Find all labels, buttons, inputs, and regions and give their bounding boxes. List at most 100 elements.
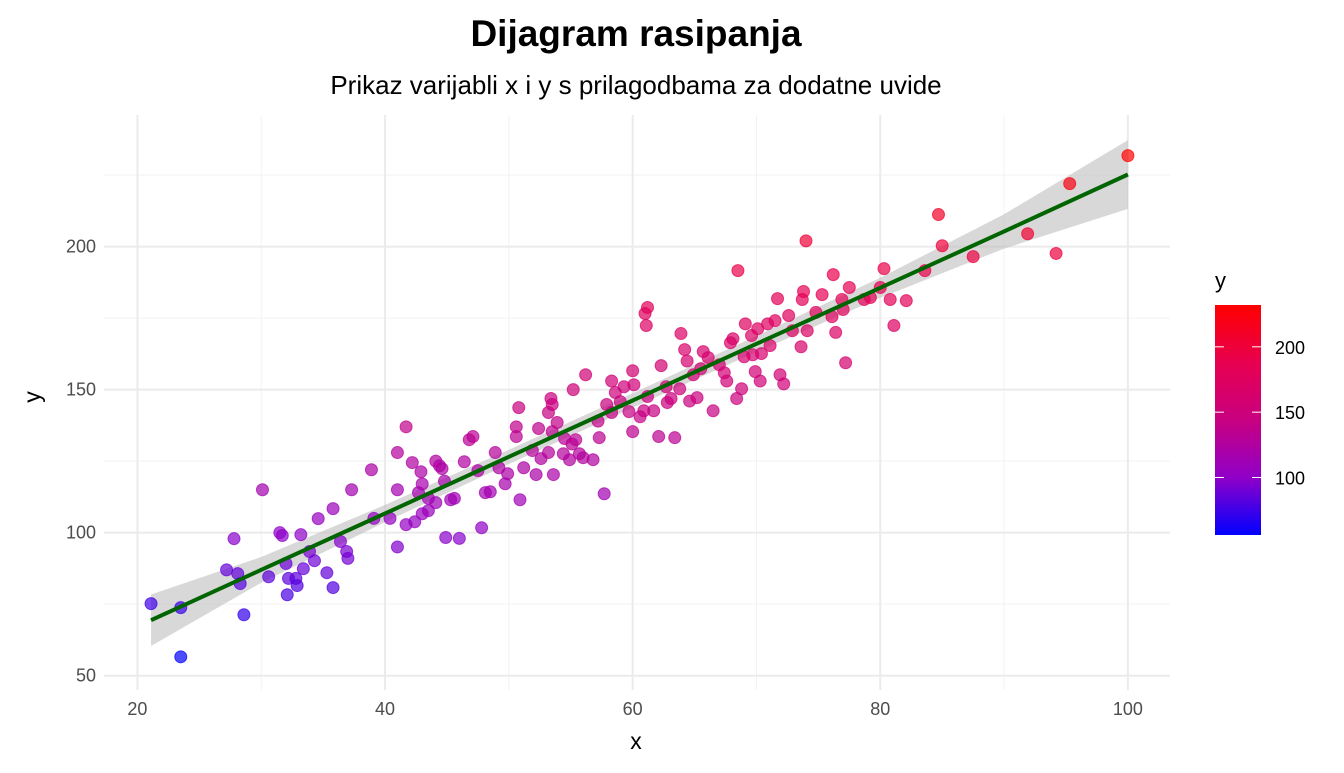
data-point xyxy=(517,461,531,475)
legend-colorbar xyxy=(1215,305,1261,535)
legend-title: y xyxy=(1215,268,1226,293)
data-point xyxy=(294,528,308,542)
data-point xyxy=(782,309,796,323)
data-point xyxy=(754,347,768,361)
x-tick-label: 20 xyxy=(127,699,147,719)
x-axis-label: x xyxy=(630,728,642,754)
y-tick-label: 100 xyxy=(66,523,96,543)
data-point xyxy=(408,515,422,529)
data-point xyxy=(626,425,640,439)
data-point xyxy=(829,325,843,339)
y-tick-label: 50 xyxy=(76,666,96,686)
data-point xyxy=(966,250,980,264)
data-point xyxy=(488,446,502,460)
data-point xyxy=(501,467,515,481)
data-point xyxy=(326,502,340,516)
data-point xyxy=(569,433,583,447)
data-point xyxy=(255,483,269,497)
grid xyxy=(104,115,1170,690)
data-point xyxy=(390,483,404,497)
data-point xyxy=(144,597,158,611)
data-point xyxy=(435,462,449,476)
axis-ticks: 20 40 60 80 100 50 100 150 200 xyxy=(66,237,1143,719)
data-point xyxy=(364,463,378,477)
data-point xyxy=(899,294,913,308)
data-point xyxy=(227,532,241,546)
data-point xyxy=(673,382,687,396)
data-point xyxy=(415,477,429,491)
data-point xyxy=(563,453,577,467)
x-tick-label: 80 xyxy=(870,699,890,719)
data-point xyxy=(341,551,355,565)
data-point xyxy=(290,579,304,593)
data-point xyxy=(777,377,791,391)
data-point xyxy=(439,531,453,545)
data-point xyxy=(720,374,734,388)
data-point xyxy=(390,540,404,554)
data-point xyxy=(532,422,546,436)
data-point xyxy=(326,581,340,595)
data-point xyxy=(174,650,188,664)
data-point xyxy=(541,446,555,460)
data-point xyxy=(414,465,428,479)
data-point xyxy=(1021,227,1035,241)
data-point xyxy=(738,317,752,331)
y-axis-label: y xyxy=(19,391,45,403)
data-point xyxy=(586,453,600,467)
x-tick-label: 100 xyxy=(1113,699,1143,719)
data-point xyxy=(839,356,853,370)
confidence-ribbon-layer xyxy=(151,140,1128,646)
x-tick-label: 40 xyxy=(375,699,395,719)
data-point xyxy=(883,293,897,307)
data-point xyxy=(768,314,782,328)
data-point xyxy=(429,496,443,510)
data-point xyxy=(592,431,606,445)
data-point xyxy=(421,504,435,518)
data-point xyxy=(512,401,526,415)
data-point xyxy=(877,262,891,276)
data-point xyxy=(706,404,720,418)
y-tick-label: 200 xyxy=(66,237,96,257)
data-point xyxy=(701,351,715,365)
data-point xyxy=(345,483,359,497)
data-point xyxy=(794,340,808,354)
data-point xyxy=(800,324,814,338)
legend-tick-label: 200 xyxy=(1275,338,1305,358)
y-tick-label: 150 xyxy=(66,380,96,400)
data-point xyxy=(622,405,636,419)
data-point xyxy=(826,268,840,282)
data-point xyxy=(887,319,901,333)
data-point xyxy=(626,364,640,378)
data-point xyxy=(799,234,813,248)
data-point xyxy=(280,588,294,602)
smooth-line xyxy=(150,172,1129,623)
data-point xyxy=(1063,177,1077,191)
data-point xyxy=(275,529,289,543)
data-point xyxy=(457,455,471,469)
points-layer xyxy=(144,149,1135,664)
legend-tick-label: 100 xyxy=(1275,469,1305,489)
data-point xyxy=(546,468,560,482)
data-point xyxy=(307,554,321,568)
color-legend: y 100 150 200 xyxy=(1215,268,1305,535)
data-point xyxy=(680,354,694,368)
data-point xyxy=(483,485,497,499)
data-point xyxy=(753,374,767,388)
confidence-ribbon xyxy=(151,140,1128,646)
legend-tick-label: 150 xyxy=(1275,403,1305,423)
chart-title: Dijagram rasipanja xyxy=(470,13,802,54)
data-point xyxy=(815,288,829,302)
data-point xyxy=(513,493,527,507)
data-point xyxy=(545,398,559,412)
data-point xyxy=(797,285,811,299)
data-point xyxy=(647,404,661,418)
data-point xyxy=(566,383,580,397)
data-point xyxy=(668,431,682,445)
data-point xyxy=(320,566,334,580)
data-point xyxy=(654,359,668,373)
data-point xyxy=(529,468,543,482)
data-point xyxy=(237,608,251,622)
data-point xyxy=(447,491,461,505)
data-point xyxy=(579,368,593,382)
data-point xyxy=(597,487,611,501)
